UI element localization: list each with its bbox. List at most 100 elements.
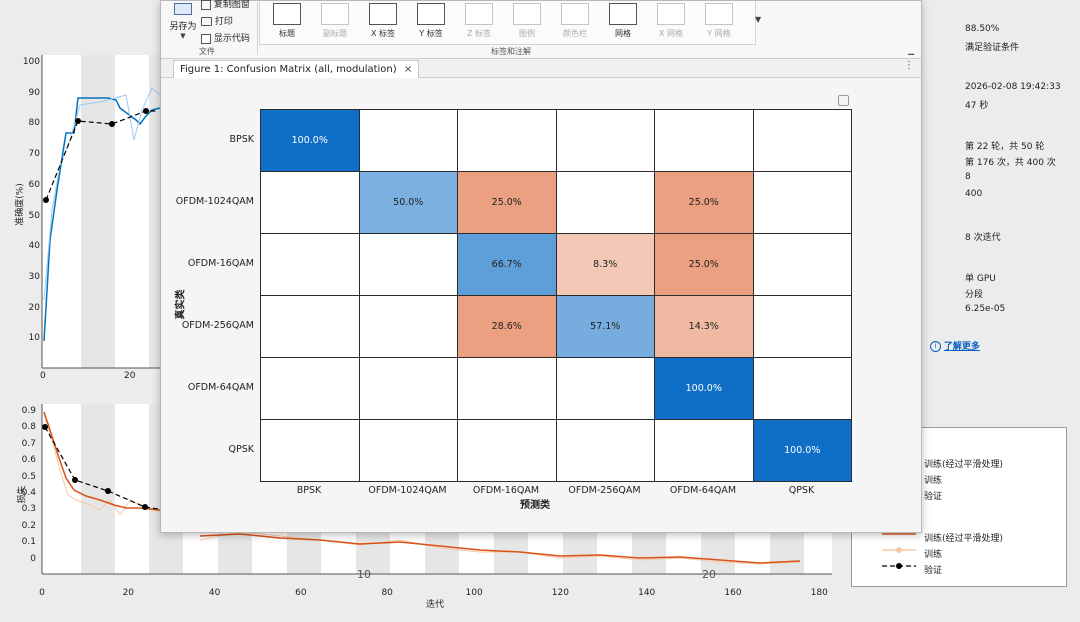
confusion-cell [654, 109, 754, 172]
save-as-label: 另存为 [169, 22, 197, 32]
confusion-cell [555, 171, 655, 234]
legend-bottom-item: 验证 [924, 566, 943, 576]
info-val-freq: 8 次迭代 [965, 233, 1001, 243]
accuracy-ytick: 90 [28, 87, 40, 98]
toolstrip-button-label: Y 网格 [707, 29, 731, 38]
toolstrip-button[interactable]: X 标签 [364, 3, 402, 39]
confusion-row-label: OFDM-1024QAM [175, 196, 254, 207]
toolstrip-button-icon [513, 3, 541, 25]
toolstrip-button-label: 颜色栏 [563, 29, 587, 38]
labels-section-label: 标签和注解 [491, 47, 531, 56]
confusion-cell [555, 419, 655, 482]
accuracy-xtick: 0 [40, 371, 46, 381]
confusion-cell [358, 295, 458, 358]
toolstrip-button[interactable]: 颜色栏 [556, 3, 594, 39]
confusion-cell [752, 295, 852, 358]
toolstrip-button[interactable]: 图例 [508, 3, 546, 39]
info-iter-per-epoch: 8 [965, 172, 971, 182]
toolstrip-button-label: 标题 [279, 29, 295, 38]
loss-ytick: 0.7 [21, 438, 36, 449]
loss-xtick: 20 [122, 588, 135, 598]
confusion-cell [358, 419, 458, 482]
toolstrip-button-label: Y 标签 [419, 29, 443, 38]
info-iteration: 第 176 次，共 400 次 [965, 158, 1056, 168]
print-button[interactable]: 打印 [201, 14, 233, 27]
learn-more-link[interactable]: i 了解更多 [930, 339, 980, 352]
close-tab-icon[interactable]: × [403, 64, 413, 75]
tab-menu-icon[interactable]: ⋮ [904, 60, 914, 71]
info-accuracy-note: 满足验证条件 [965, 43, 1020, 53]
legend-top-item: 验证 [924, 492, 943, 502]
toolstrip-button-icon [369, 3, 397, 25]
confusion-row-label: QPSK [228, 444, 254, 455]
legend-top-item: 训练(经过平滑处理) [924, 460, 1004, 470]
loss-xtick: 40 [208, 588, 221, 598]
toolstrip-button[interactable]: 标题 [268, 3, 306, 39]
export-icon[interactable] [838, 95, 849, 106]
toolstrip-button[interactable]: Y 网格 [700, 3, 738, 39]
toolstrip-button[interactable]: X 网格 [652, 3, 690, 39]
loss-xtick: 0 [39, 588, 45, 598]
loss-ytick: 0.4 [21, 488, 36, 498]
save-as-dropdown-icon[interactable]: ▼ [180, 32, 186, 40]
code-icon [201, 33, 211, 44]
figure-toolstrip: 另存为 ▼ 复制图窗 打印 显示代码 文件 标题 副标题 X 标签 Y 标签 Z 标签 图… [161, 0, 921, 59]
loss-xtick: 60 [295, 588, 307, 598]
info-lr-schedule: 分段 [965, 290, 984, 300]
loss-xtick: 160 [724, 588, 742, 598]
figure-window: 另存为 ▼ 复制图窗 打印 显示代码 文件 标题 副标题 X 标签 Y 标签 Z 标签 图… [160, 0, 922, 533]
info-hardware: 单 GPU [965, 274, 996, 284]
toolstrip-button[interactable]: 网格 [604, 3, 642, 39]
toolstrip-button-icon [657, 3, 685, 25]
copy-figure-label: 复制图窗 [213, 0, 250, 10]
confusion-cell: 100.0% [260, 109, 360, 172]
toolstrip-button[interactable]: Y 标签 [412, 3, 450, 39]
save-icon [174, 3, 192, 15]
tab-title: Figure 1: Confusion Matrix (all, modulat… [180, 64, 397, 75]
toolstrip-button-icon [321, 3, 349, 25]
accuracy-ytick: 20 [28, 302, 40, 313]
file-section-label: 文件 [199, 47, 215, 56]
confusion-col-label: QPSK [788, 485, 815, 496]
confusion-col-label: OFDM-64QAM [669, 485, 737, 496]
confusion-cell: 25.0% [457, 171, 557, 234]
toolstrip-button[interactable]: Z 标签 [460, 3, 498, 39]
confusion-cell: 8.3% [555, 233, 655, 296]
toolstrip-button-icon [417, 3, 445, 25]
accuracy-ytick: 60 [28, 179, 40, 190]
confusion-cell: 14.3% [654, 295, 754, 358]
confusion-ylabel: 真实类 [175, 289, 187, 320]
collapse-toolstrip-icon[interactable]: ▁ [908, 46, 915, 55]
confusion-cell [555, 357, 655, 420]
legend-top-item: 训练 [924, 476, 943, 486]
show-code-button[interactable]: 显示代码 [201, 31, 250, 44]
copy-figure-button[interactable]: 复制图窗 [201, 0, 250, 10]
print-label: 打印 [214, 17, 233, 27]
info-accuracy: 88.50% [965, 24, 1000, 34]
confusion-cell: 66.7% [457, 233, 557, 296]
toolstrip-button-icon [705, 3, 733, 25]
confusion-cell: 28.6% [457, 295, 557, 358]
epoch-mark: 20 [702, 568, 716, 581]
loss-xtick: 180 [810, 588, 828, 598]
toolstrip-button[interactable]: 副标题 [316, 3, 354, 39]
loss-ytick: 0.1 [21, 537, 36, 548]
info-start-time: 2026-02-08 19:42:33 [965, 82, 1061, 92]
confusion-cell [555, 109, 655, 172]
confusion-row-label: OFDM-256QAM [181, 320, 254, 331]
confusion-cell: 100.0% [654, 357, 754, 420]
toolstrip-button-label: X 标签 [370, 29, 396, 38]
accuracy-ytick: 80 [28, 118, 40, 129]
toolstrip-button-label: 图例 [519, 29, 535, 38]
tab-confusion-matrix[interactable]: Figure 1: Confusion Matrix (all, modulat… [173, 60, 420, 78]
save-as-button[interactable]: 另存为 ▼ [165, 3, 201, 40]
loss-xtick: 120 [551, 588, 569, 598]
confusion-cell [260, 357, 360, 420]
confusion-matrix-plot: 100.0% 50.0% 25.0% 25.0% 66.7% 8.3% 25.0% 28.6%… [161, 78, 921, 532]
gallery-expand-icon[interactable]: ▼ [755, 15, 762, 24]
legend-swatches [882, 533, 916, 569]
toolstrip-button-label: Z 标签 [466, 29, 492, 38]
info-icon: i [930, 341, 941, 352]
learn-more-label: 了解更多 [943, 342, 980, 352]
loss-ytick: 0.6 [21, 455, 36, 466]
